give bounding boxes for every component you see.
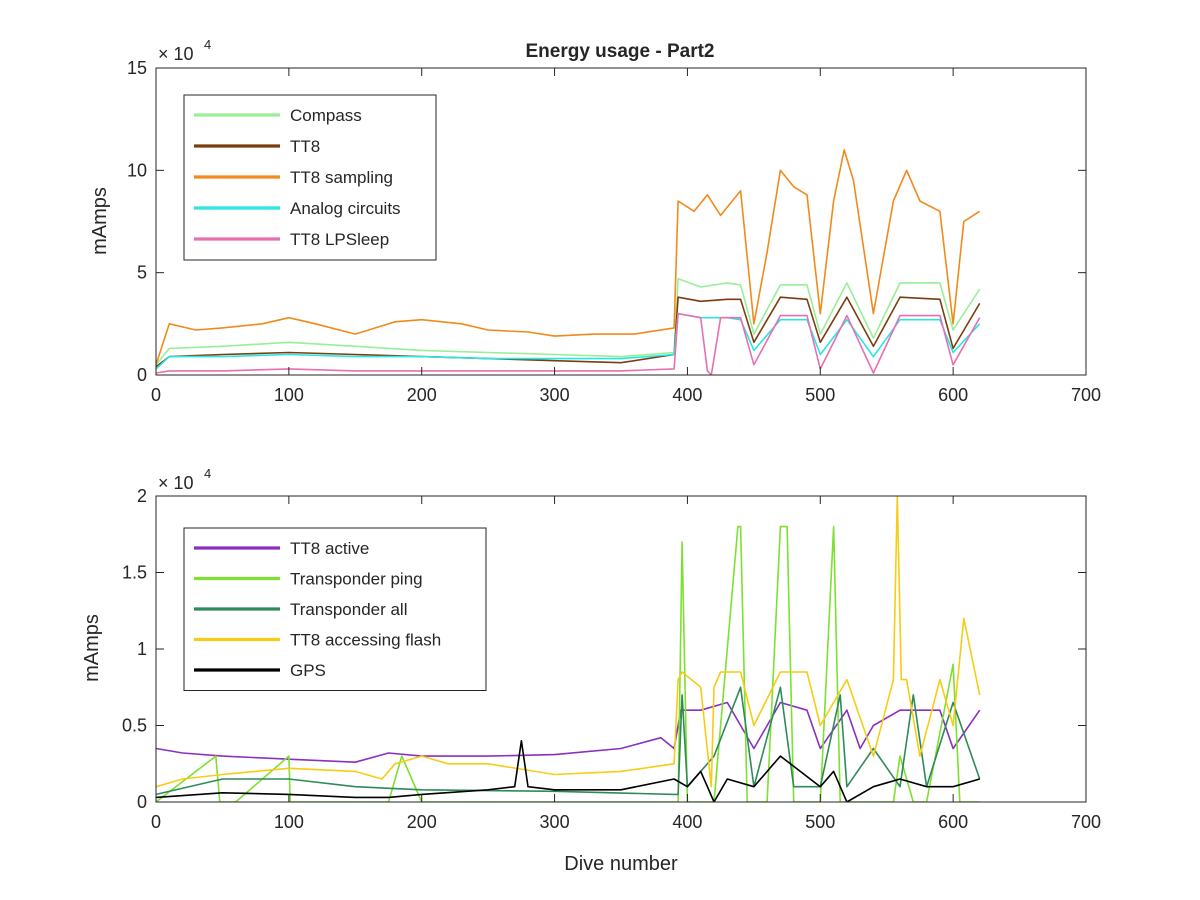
series-lines — [156, 496, 981, 802]
x-tick-label: 700 — [1071, 385, 1101, 405]
y-tick-label: 10 — [127, 160, 147, 180]
x-tick-label: 300 — [540, 385, 570, 405]
chart-title: Energy usage - Part2 — [525, 41, 714, 62]
legend-entry-label: TT8 — [290, 137, 320, 156]
legend-entry-label: Compass — [290, 106, 362, 125]
x-tick-label: 600 — [938, 385, 968, 405]
top-exponent-label: × 10 4 — [158, 37, 211, 64]
y-tick-label: 5 — [137, 263, 147, 283]
series-line-tt8-lpsleep — [156, 312, 981, 375]
legend: TT8 active Transponder ping Transponder al… — [183, 527, 487, 691]
x-tick-label: 100 — [274, 812, 304, 832]
legend-entry-label: TT8 accessing flash — [290, 631, 441, 650]
bottom-x-axis-label: Dive number — [564, 853, 678, 875]
y-tick-label: 15 — [127, 58, 147, 78]
x-tick-label: 500 — [805, 812, 835, 832]
x-tick-label: 600 — [938, 812, 968, 832]
legend-entry-label: Transponder ping — [290, 570, 423, 589]
series-line-tt8 — [156, 296, 981, 368]
series-line-gps — [156, 739, 980, 802]
x-tick-label: 700 — [1071, 812, 1101, 832]
bottom-chart-panel: × 10 4 mAmps Dive number 0 100 200 300 400 50… — [81, 466, 1101, 875]
bottom-y-axis-label: mAmps — [81, 614, 103, 682]
y-tick-label: 1.5 — [122, 563, 147, 583]
top-exponent-power: 4 — [204, 37, 211, 52]
x-tick-label: 400 — [672, 385, 702, 405]
y-tick-label: 0 — [137, 792, 147, 812]
legend-entry-label: TT8 LPSleep — [290, 230, 389, 249]
x-tick-label: 0 — [151, 385, 161, 405]
top-exponent-base: × 10 — [158, 44, 194, 64]
x-tick-label: 400 — [672, 812, 702, 832]
series-line-transponder-all — [156, 686, 981, 796]
x-tick-label: 200 — [407, 812, 437, 832]
x-tick-label: 300 — [540, 812, 570, 832]
y-tick-label: 1 — [137, 639, 147, 659]
series-line-tt8-accessing-flash — [156, 496, 981, 788]
axes-box — [155, 67, 1087, 376]
series-line-compass — [156, 277, 981, 366]
y-tick-label: 0 — [137, 365, 147, 385]
series-line-transponder-ping — [156, 525, 980, 802]
top-chart-panel: Energy usage - Part2 × 10 4 mAmps 0 100 20… — [89, 37, 1101, 405]
legend-entry-label: TT8 active — [290, 539, 369, 558]
bottom-exponent-power: 4 — [204, 466, 211, 481]
legend: Compass TT8 TT8 sampling Analog circuits TT8… — [183, 94, 437, 261]
series-line-tt8-sampling — [156, 149, 981, 366]
legend-entry-label: TT8 sampling — [290, 168, 393, 187]
legend-entry-label: Transponder all — [290, 600, 408, 619]
y-tick-label: 2 — [137, 486, 147, 506]
legend-entry-label: GPS — [290, 661, 326, 680]
series-line-analog-circuits — [156, 312, 981, 370]
x-tick-label: 500 — [805, 385, 835, 405]
series-lines — [156, 149, 981, 375]
x-tick-label: 100 — [274, 385, 304, 405]
y-tick-label: 0.5 — [122, 716, 147, 736]
series-line-tt8-active — [156, 701, 981, 764]
x-tick-label: 200 — [407, 385, 437, 405]
bottom-exponent-label: × 10 4 — [158, 466, 211, 493]
bottom-exponent-base: × 10 — [158, 473, 194, 493]
x-tick-label: 0 — [151, 812, 161, 832]
top-y-axis-label: mAmps — [89, 187, 111, 255]
legend-entry-label: Analog circuits — [290, 199, 401, 218]
